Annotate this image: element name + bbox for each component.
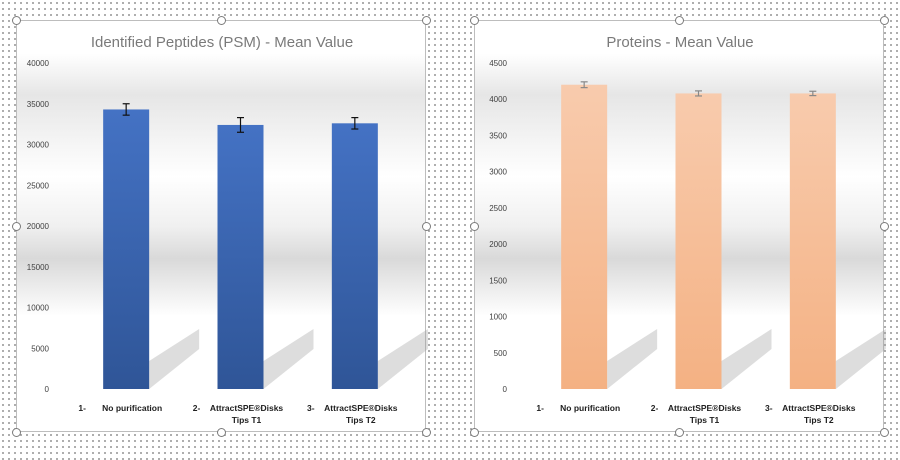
resize-handle[interactable] bbox=[217, 16, 226, 25]
y-tick-label: 2500 bbox=[489, 204, 507, 213]
y-tick-label: 3500 bbox=[489, 131, 507, 140]
y-tick-label: 15000 bbox=[27, 263, 50, 272]
bar-shadow bbox=[607, 329, 658, 389]
bar-shadow bbox=[263, 329, 314, 389]
bar bbox=[789, 93, 836, 389]
x-tick-label: Tips T1 bbox=[690, 415, 720, 425]
y-tick-label: 3000 bbox=[489, 168, 507, 177]
y-tick-label: 0 bbox=[45, 385, 50, 394]
resize-handle[interactable] bbox=[422, 16, 431, 25]
resize-handle[interactable] bbox=[470, 428, 479, 437]
y-tick-label: 25000 bbox=[27, 181, 50, 190]
y-tick-label: 40000 bbox=[27, 59, 50, 68]
x-tick-label: AttractSPE®Disks bbox=[324, 403, 398, 413]
x-tick-label: No purification bbox=[102, 403, 162, 413]
y-tick-label: 20000 bbox=[27, 222, 50, 231]
x-category-number: 3- bbox=[307, 403, 315, 413]
y-tick-label: 500 bbox=[494, 349, 508, 358]
resize-handle[interactable] bbox=[422, 222, 431, 231]
x-tick-label: AttractSPE®Disks bbox=[668, 403, 742, 413]
x-category-number: 2- bbox=[193, 403, 201, 413]
x-tick-label: AttractSPE®Disks bbox=[210, 403, 284, 413]
bar bbox=[561, 84, 608, 389]
x-category-number: 1- bbox=[78, 403, 86, 413]
x-tick-label: No purification bbox=[560, 403, 620, 413]
chart-title: Proteins - Mean Value bbox=[606, 34, 753, 51]
x-tick-label: Tips T2 bbox=[804, 415, 834, 425]
chart-title: Identified Peptides (PSM) - Mean Value bbox=[91, 34, 353, 51]
resize-handle[interactable] bbox=[675, 428, 684, 437]
resize-handle[interactable] bbox=[880, 428, 889, 437]
chart-left[interactable]: Identified Peptides (PSM) - Mean Value 0… bbox=[12, 16, 431, 437]
y-tick-label: 1000 bbox=[489, 313, 507, 322]
bar-shadow bbox=[835, 329, 886, 389]
chart-left-svg: Identified Peptides (PSM) - Mean Value 0… bbox=[27, 34, 428, 425]
x-category-number: 2- bbox=[651, 403, 659, 413]
x-tick-label: Tips T2 bbox=[346, 415, 376, 425]
y-tick-label: 10000 bbox=[27, 304, 50, 313]
resize-handle[interactable] bbox=[880, 16, 889, 25]
resize-handle[interactable] bbox=[12, 16, 21, 25]
x-category-number: 1- bbox=[536, 403, 544, 413]
y-tick-label: 30000 bbox=[27, 141, 50, 150]
bar bbox=[331, 123, 378, 389]
x-tick-label: AttractSPE®Disks bbox=[782, 403, 856, 413]
y-tick-label: 0 bbox=[503, 385, 508, 394]
x-tick-label: Tips T1 bbox=[232, 415, 262, 425]
bar bbox=[217, 124, 264, 389]
resize-handle[interactable] bbox=[880, 222, 889, 231]
chart-right[interactable]: Proteins - Mean Value 0 500 1000 1500 2000 25… bbox=[470, 16, 889, 437]
resize-handle[interactable] bbox=[217, 428, 226, 437]
y-tick-label: 4500 bbox=[489, 59, 507, 68]
resize-handle[interactable] bbox=[470, 222, 479, 231]
bar-shadow bbox=[149, 329, 200, 389]
y-tick-label: 35000 bbox=[27, 100, 50, 109]
x-category-number: 3- bbox=[765, 403, 773, 413]
chart-right-svg: Proteins - Mean Value 0 500 1000 1500 2000 25… bbox=[489, 34, 886, 425]
y-tick-label: 1500 bbox=[489, 276, 507, 285]
bar bbox=[675, 93, 722, 389]
bar bbox=[103, 109, 150, 389]
bar-shadow bbox=[721, 329, 772, 389]
y-tick-label: 5000 bbox=[31, 344, 49, 353]
y-tick-label: 2000 bbox=[489, 240, 507, 249]
resize-handle[interactable] bbox=[12, 222, 21, 231]
resize-handle[interactable] bbox=[422, 428, 431, 437]
resize-handle[interactable] bbox=[12, 428, 21, 437]
y-tick-label: 4000 bbox=[489, 95, 507, 104]
bar-shadow bbox=[377, 329, 428, 389]
resize-handle[interactable] bbox=[470, 16, 479, 25]
resize-handle[interactable] bbox=[675, 16, 684, 25]
